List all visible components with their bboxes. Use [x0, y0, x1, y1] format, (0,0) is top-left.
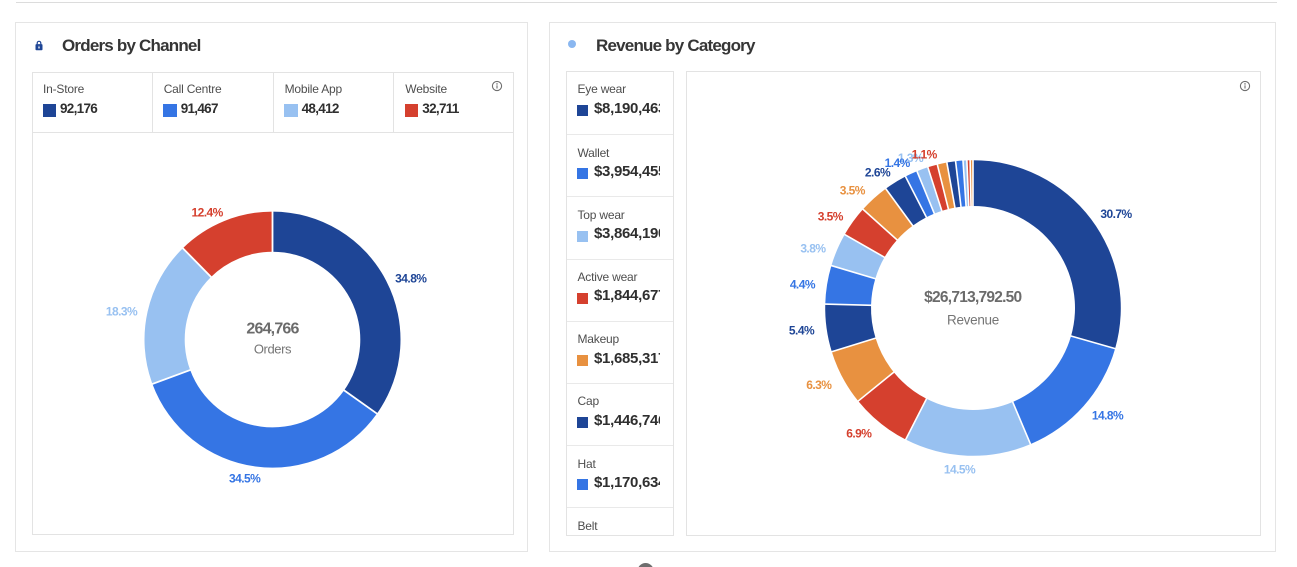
svg-text:14.8%: 14.8%: [1092, 409, 1124, 423]
svg-text:6.9%: 6.9%: [846, 426, 872, 440]
svg-text:5.4%: 5.4%: [789, 324, 815, 338]
svg-text:34.8%: 34.8%: [395, 271, 427, 285]
svg-text:3.5%: 3.5%: [840, 184, 866, 198]
svg-text:264,766: 264,766: [246, 321, 299, 338]
svg-text:6.3%: 6.3%: [806, 378, 832, 392]
svg-text:$26,713,792.50: $26,713,792.50: [924, 289, 1021, 306]
svg-text:1.1%: 1.1%: [912, 147, 938, 161]
svg-text:4.4%: 4.4%: [790, 277, 816, 291]
svg-text:18.3%: 18.3%: [106, 304, 138, 318]
svg-text:2.6%: 2.6%: [865, 166, 891, 180]
svg-text:1.4%: 1.4%: [885, 156, 911, 170]
svg-text:3.8%: 3.8%: [800, 242, 826, 256]
svg-text:14.5%: 14.5%: [944, 462, 976, 476]
svg-text:Orders: Orders: [254, 342, 292, 357]
svg-text:1.3%: 1.3%: [898, 151, 924, 165]
svg-text:12.4%: 12.4%: [191, 206, 223, 220]
svg-text:30.7%: 30.7%: [1100, 207, 1132, 221]
svg-text:3.5%: 3.5%: [818, 209, 844, 223]
svg-text:34.5%: 34.5%: [229, 472, 261, 486]
svg-text:Revenue: Revenue: [947, 313, 999, 328]
